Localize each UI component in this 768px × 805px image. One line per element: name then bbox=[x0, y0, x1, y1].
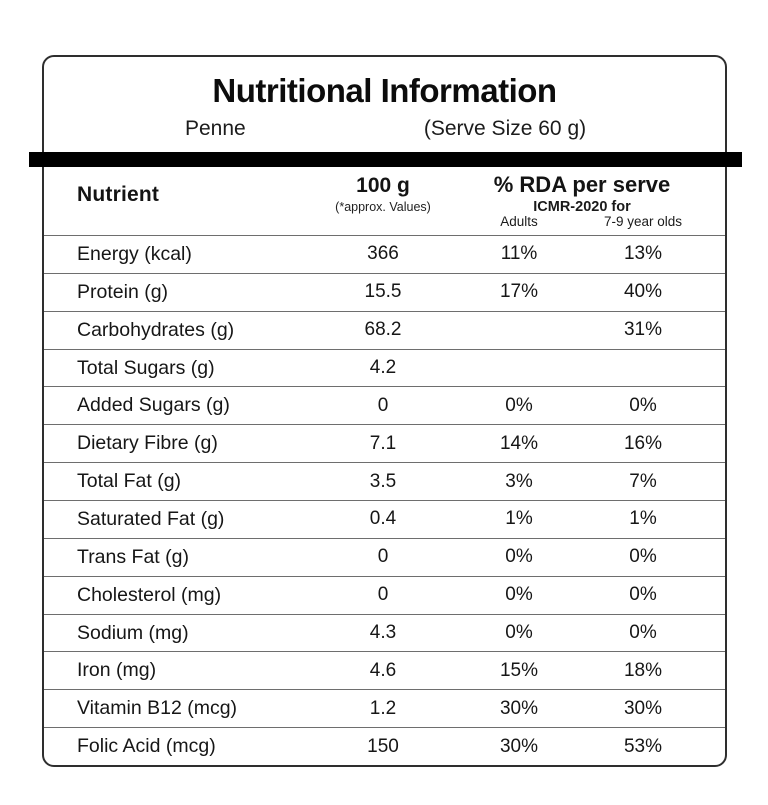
per-100g-value: 1.2 bbox=[369, 697, 397, 719]
rda-kids-value: 1% bbox=[629, 508, 657, 530]
table-row: Protein (g) 15.5 17% 40% bbox=[44, 272, 725, 311]
table-row: Vitamin B12 (mcg) 1.2 30% 30% bbox=[44, 689, 725, 727]
per-100g-value: 4.3 bbox=[369, 622, 397, 644]
serve-size: (Serve Size 60 g) bbox=[423, 117, 587, 140]
table-row: Total Sugars (g) 4.2 bbox=[44, 348, 725, 387]
table-row: Sodium (mg) 4.3 0% 0% bbox=[44, 613, 725, 652]
rda-adults-value: 17% bbox=[499, 281, 539, 303]
rda-kids-value: 18% bbox=[623, 659, 663, 681]
nutrient-name: Cholesterol (mg) bbox=[77, 583, 222, 606]
per-100g-note: (*approx. Values) bbox=[335, 200, 431, 214]
rda-adults-value: 1% bbox=[505, 508, 533, 530]
column-header-7-9-year-olds: 7-9 year olds bbox=[603, 214, 683, 229]
per-100g-value: 7.1 bbox=[369, 432, 397, 454]
page-title: Nutritional Information bbox=[212, 72, 557, 109]
column-header-rda: % RDA per serve ICMR-2020 for bbox=[462, 172, 702, 215]
rda-kids-value: 30% bbox=[623, 697, 663, 719]
per-100g-value: 3.5 bbox=[369, 470, 397, 492]
per-100g-value: 0 bbox=[377, 546, 389, 568]
table-row: Folic Acid (mcg) 150 30% 53% bbox=[44, 727, 725, 765]
product-name: Penne bbox=[185, 117, 246, 140]
subtitle-row: Penne (Serve Size 60 g) bbox=[44, 117, 725, 143]
nutrient-name: Trans Fat (g) bbox=[77, 545, 189, 568]
rda-adults-value: 11% bbox=[500, 243, 538, 265]
table-row: Total Fat (g) 3.5 3% 7% bbox=[44, 462, 725, 500]
table-body: Energy (kcal) 366 11% 13% Protein (g) 15… bbox=[44, 235, 725, 765]
divider-bar bbox=[29, 152, 742, 167]
per-100g-value: 4.6 bbox=[369, 659, 397, 681]
table-row: Saturated Fat (g) 0.4 1% 1% bbox=[44, 500, 725, 538]
nutrient-name: Protein (g) bbox=[77, 280, 169, 303]
rda-kids-value: 0% bbox=[629, 546, 657, 568]
nutrient-name: Energy (kcal) bbox=[77, 242, 192, 265]
rda-kids-value: 16% bbox=[623, 432, 663, 454]
rda-kids-value: 0% bbox=[629, 622, 657, 644]
nutrient-name: Vitamin B12 (mcg) bbox=[77, 697, 238, 720]
per-100g-value: 15.5 bbox=[364, 281, 402, 303]
rda-kids-value: 13% bbox=[623, 243, 663, 265]
rda-kids-value: 7% bbox=[629, 470, 657, 492]
rda-adults-value: 30% bbox=[499, 697, 539, 719]
nutrient-name: Total Fat (g) bbox=[77, 470, 182, 493]
rda-adults-value: 0% bbox=[505, 622, 533, 644]
rda-adults-value: 0% bbox=[505, 394, 533, 416]
rda-kids-value: 31% bbox=[623, 319, 663, 341]
rda-label: % RDA per serve bbox=[493, 172, 671, 197]
rda-kids-value: 0% bbox=[629, 584, 657, 606]
per-100g-value: 0.4 bbox=[369, 508, 397, 530]
nutrient-name: Carbohydrates (g) bbox=[77, 318, 235, 341]
nutrient-name: Iron (mg) bbox=[77, 659, 157, 682]
rda-adults-value: 0% bbox=[505, 584, 533, 606]
rda-adults-value: 30% bbox=[499, 735, 539, 757]
rda-adults-value: 0% bbox=[505, 546, 533, 568]
table-row: Trans Fat (g) 0 0% 0% bbox=[44, 537, 725, 576]
table-row: Carbohydrates (g) 68.2 31% bbox=[44, 310, 725, 349]
nutrient-name: Saturated Fat (g) bbox=[77, 507, 225, 530]
rda-adults-value: 3% bbox=[505, 470, 533, 492]
column-header-per-100g: 100 g (*approx. Values) bbox=[303, 174, 463, 214]
per-100g-value: 150 bbox=[367, 735, 399, 757]
table-row: Cholesterol (mg) 0 0% 0% bbox=[44, 575, 725, 614]
per-100g-label: 100 g bbox=[356, 174, 410, 197]
column-header-adults: Adults bbox=[500, 214, 538, 229]
rda-kids-value: 0% bbox=[629, 394, 657, 416]
table-header: Nutrient 100 g (*approx. Values) % RDA p… bbox=[44, 167, 725, 235]
rda-adults-value: 15% bbox=[499, 659, 539, 681]
column-header-nutrient: Nutrient bbox=[77, 183, 160, 206]
per-100g-value: 0 bbox=[377, 584, 389, 606]
rda-kids-value: 53% bbox=[623, 735, 663, 757]
nutrition-label-card: Nutritional Information Penne (Serve Siz… bbox=[29, 55, 742, 767]
rda-kids-value: 40% bbox=[623, 281, 663, 303]
rda-adults-value: 14% bbox=[499, 432, 539, 454]
table-row: Energy (kcal) 366 11% 13% bbox=[44, 235, 725, 273]
rda-note: ICMR-2020 for bbox=[533, 199, 631, 215]
table-row: Dietary Fibre (g) 7.1 14% 16% bbox=[44, 424, 725, 462]
per-100g-value: 4.2 bbox=[369, 357, 397, 378]
per-100g-value: 366 bbox=[367, 243, 399, 265]
nutrient-name: Folic Acid (mcg) bbox=[77, 735, 216, 758]
nutrient-name: Total Sugars (g) bbox=[77, 356, 215, 379]
nutrient-name: Dietary Fibre (g) bbox=[77, 432, 218, 455]
per-100g-value: 0 bbox=[377, 394, 389, 416]
table-row: Iron (mg) 4.6 15% 18% bbox=[44, 651, 725, 689]
table-row: Added Sugars (g) 0 0% 0% bbox=[44, 386, 725, 424]
nutrient-name: Sodium (mg) bbox=[77, 621, 189, 644]
per-100g-value: 68.2 bbox=[364, 319, 402, 341]
nutrient-name: Added Sugars (g) bbox=[77, 394, 230, 417]
